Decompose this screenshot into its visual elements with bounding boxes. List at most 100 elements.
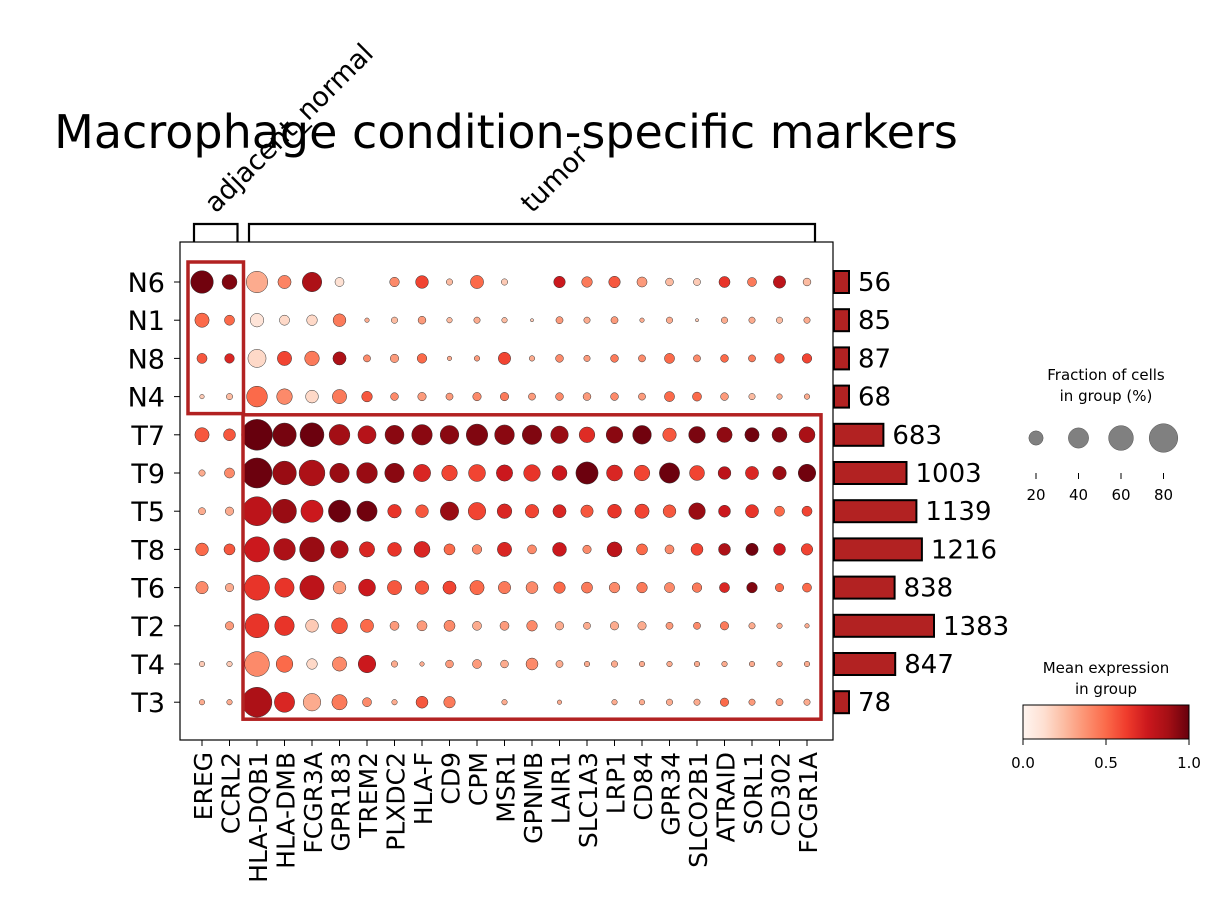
count-bar-T4 bbox=[833, 652, 897, 676]
dot-T6-ATRAID bbox=[719, 582, 730, 593]
dot-T6-CD302 bbox=[775, 583, 784, 593]
dot-T3-EREG bbox=[198, 699, 206, 706]
dot-N4-SORL1 bbox=[748, 393, 756, 401]
gene-label-LRP1: LRP1 bbox=[602, 752, 631, 814]
size-legend-dot-60 bbox=[1108, 425, 1134, 451]
dot-T8-FCGR1A bbox=[800, 543, 814, 556]
dot-T2-GPR183 bbox=[331, 617, 348, 635]
dot-N4-CCRL2 bbox=[226, 393, 233, 401]
size-legend-label-60: 60 bbox=[1111, 486, 1130, 504]
dot-N1-GPNMB bbox=[530, 318, 534, 323]
dot-N6-HLA-F bbox=[415, 275, 429, 289]
gene-label-CD302: CD302 bbox=[767, 752, 796, 836]
dot-N1-CPM bbox=[473, 316, 481, 324]
dot-T4-ATRAID bbox=[721, 660, 728, 668]
dot-T7-CPM bbox=[466, 423, 488, 446]
dot-T2-HLA-DQB1 bbox=[244, 613, 270, 639]
dot-N6-LAIR1 bbox=[553, 275, 566, 289]
count-label-T2: 1383 bbox=[943, 612, 1009, 642]
dot-T7-GPR183 bbox=[328, 424, 351, 446]
dot-N1-GPR34 bbox=[666, 316, 673, 324]
dot-N1-CCRL2 bbox=[224, 314, 235, 326]
dot-N1-FCGR1A bbox=[803, 316, 811, 324]
dot-N1-EREG bbox=[194, 312, 210, 328]
dot-T2-SORL1 bbox=[748, 622, 756, 630]
dot-T4-CPM bbox=[472, 659, 482, 669]
color-legend: Mean expression in group 0.0 0.5 1.0 bbox=[1011, 659, 1201, 772]
dot-T9-CCRL2 bbox=[224, 467, 235, 479]
group-label-T7: T7 bbox=[130, 421, 165, 452]
dot-T3-FCGR3A bbox=[302, 693, 322, 712]
highlight-box-1 bbox=[186, 260, 246, 416]
dot-T4-MSR1 bbox=[500, 659, 509, 669]
dot-T8-FCGR3A bbox=[299, 536, 325, 563]
dot-N6-CD84 bbox=[636, 276, 648, 288]
count-label-T3: 78 bbox=[858, 688, 891, 718]
dot-T3-FCGR1A bbox=[803, 698, 811, 706]
dot-T6-CD84 bbox=[636, 582, 648, 594]
dot-N4-MSR1 bbox=[500, 392, 509, 402]
dot-T3-GPR183 bbox=[331, 694, 348, 711]
dot-T9-FCGR1A bbox=[797, 463, 817, 483]
dot-T6-MSR1 bbox=[498, 581, 511, 595]
dot-N6-SLCO2B1 bbox=[693, 278, 701, 286]
dot-T5-SORL1 bbox=[745, 504, 759, 519]
dot-T7-MSR1 bbox=[494, 424, 515, 445]
dot-N8-CD84 bbox=[638, 354, 646, 363]
dot-N1-LRP1 bbox=[610, 316, 619, 325]
dot-N4-FCGR1A bbox=[803, 393, 811, 400]
dot-T8-GPR183 bbox=[330, 540, 349, 559]
dot-T5-EREG bbox=[198, 507, 206, 516]
dot-T9-HLA-F bbox=[413, 464, 431, 482]
dot-T2-FCGR3A bbox=[305, 619, 319, 633]
dot-T6-HLA-DMB bbox=[274, 577, 295, 598]
dot-T2-CCRL2 bbox=[225, 621, 234, 631]
dot-N1-MSR1 bbox=[501, 317, 508, 324]
dot-T2-MSR1 bbox=[499, 621, 510, 631]
dot-T9-GPR34 bbox=[659, 462, 680, 484]
dot-T9-SLC1A3 bbox=[575, 461, 599, 485]
dot-T6-SLCO2B1 bbox=[691, 582, 703, 593]
dot-N4-LRP1 bbox=[610, 392, 619, 401]
dot-T7-TREM2 bbox=[357, 425, 377, 445]
dot-T8-HLA-DMB bbox=[273, 538, 296, 561]
gene-label-GPR34: GPR34 bbox=[657, 752, 686, 836]
gene-label-HLA-F: HLA-F bbox=[409, 752, 438, 825]
dot-T5-FCGR3A bbox=[300, 499, 324, 523]
dot-T9-CD84 bbox=[633, 464, 651, 482]
dot-N6-FCGR1A bbox=[802, 277, 812, 287]
dot-N4-SLCO2B1 bbox=[692, 391, 702, 402]
dot-T6-LRP1 bbox=[608, 582, 621, 594]
size-legend: Fraction of cells in group (%) 20 40 60 80 bbox=[1026, 366, 1179, 504]
dot-T6-HLA-DQB1 bbox=[244, 574, 270, 601]
dot-N4-LAIR1 bbox=[555, 392, 564, 401]
dot-N8-CD9 bbox=[446, 355, 453, 361]
dot-N4-EREG bbox=[199, 394, 205, 400]
dot-T8-HLA-DQB1 bbox=[244, 536, 270, 563]
gene-label-SLCO2B1: SLCO2B1 bbox=[684, 752, 713, 868]
dot-N1-TREM2 bbox=[364, 317, 370, 323]
dot-T6-TREM2 bbox=[358, 578, 376, 597]
colorbar-tick-label-1: 0.5 bbox=[1094, 754, 1118, 772]
dot-T6-FCGR3A bbox=[299, 575, 325, 601]
gene-label-LAIR1: LAIR1 bbox=[547, 752, 576, 824]
dot-T3-LRP1 bbox=[611, 699, 618, 706]
dot-T7-GPR34 bbox=[662, 427, 677, 442]
colorbar-tick-label-2: 1.0 bbox=[1177, 754, 1201, 772]
dot-T3-CD84 bbox=[638, 699, 646, 706]
dot-T4-TREM2 bbox=[357, 654, 377, 674]
dot-T5-PLXDC2 bbox=[387, 504, 402, 519]
dot-T4-CD9 bbox=[445, 659, 454, 669]
dot-N4-HLA-DMB bbox=[276, 388, 293, 405]
dot-T3-ATRAID bbox=[720, 697, 729, 707]
color-legend-title-line1: Mean expression bbox=[1043, 659, 1170, 677]
size-legend-dot-80 bbox=[1148, 423, 1179, 453]
size-legend-title-line1: Fraction of cells bbox=[1047, 366, 1165, 384]
dot-T7-CD302 bbox=[771, 427, 788, 443]
dot-T5-MSR1 bbox=[496, 503, 513, 519]
dot-N6-HLA-DQB1 bbox=[246, 271, 268, 293]
dot-T5-HLA-DQB1 bbox=[242, 496, 272, 526]
dot-T7-SLCO2B1 bbox=[688, 426, 706, 444]
dot-T8-LRP1 bbox=[606, 541, 623, 558]
group-label-N6: N6 bbox=[128, 268, 165, 299]
